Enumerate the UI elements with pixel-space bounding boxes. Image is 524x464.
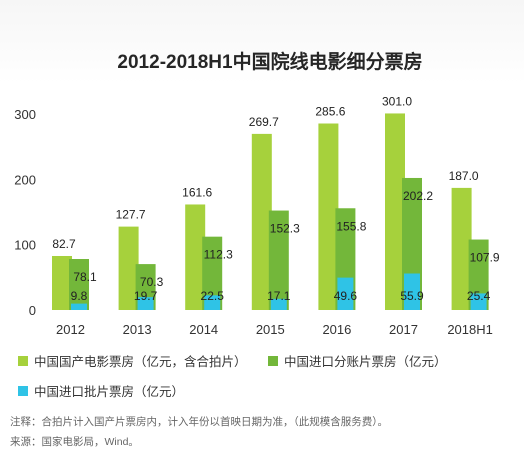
data-label-domestic: 301.0 xyxy=(382,94,412,108)
bar-imported-flat xyxy=(337,277,354,310)
bar-imported-split xyxy=(268,210,289,310)
legend-item-domestic: 中国国产电影票房（亿元，含合拍片） xyxy=(18,351,247,370)
x-tick-label: 2014 xyxy=(189,322,218,337)
y-tick-label: 100 xyxy=(14,238,36,253)
bar-imported-flat xyxy=(404,273,420,310)
legend-label-imported-flat: 中国进口批片票房（亿元） xyxy=(34,385,185,399)
data-label-imported-split: 112.3 xyxy=(204,248,233,262)
bar-domestic xyxy=(251,133,272,310)
bar-imported-flat xyxy=(71,303,87,310)
data-label-imported-split: 78.1 xyxy=(73,270,97,284)
x-tick-label: 2012 xyxy=(56,322,85,337)
bar-imported-flat xyxy=(137,297,154,310)
data-label-imported-split: 152.3 xyxy=(270,222,300,236)
bar-domestic xyxy=(385,113,405,311)
x-axis: 2012 2013 2014 2015 2016 2017 2018H1 xyxy=(56,322,493,337)
bar-imported-flat xyxy=(470,293,487,310)
legend-item-imported-split: 中国进口分账片票房（亿元） xyxy=(268,351,447,370)
data-label-imported-flat: 55.9 xyxy=(400,289,424,303)
data-label-domestic: 187.0 xyxy=(449,169,479,183)
x-tick-label: 2016 xyxy=(322,322,351,337)
data-label-imported-flat: 19.7 xyxy=(134,289,158,303)
chart-source: 来源：国家电影局，Wind。 xyxy=(10,436,139,448)
bar-domestic xyxy=(318,123,339,310)
chart-title: 2012-2018H1中国院线电影细分票房 xyxy=(117,50,422,73)
data-label-imported-split: 202.2 xyxy=(403,189,433,203)
data-label-imported-split: 155.8 xyxy=(336,219,366,233)
bar-imported-flat xyxy=(204,295,221,310)
bar-imported-split xyxy=(202,236,223,310)
x-tick-label: 2013 xyxy=(123,322,152,337)
bar-imported-flat xyxy=(270,298,287,310)
data-label-domestic: 269.7 xyxy=(249,115,279,129)
data-label-imported-flat: 25.4 xyxy=(467,289,491,303)
data-label-imported-flat: 17.1 xyxy=(267,289,291,303)
y-tick-label: 200 xyxy=(14,172,36,187)
bars xyxy=(52,113,489,311)
bar-domestic xyxy=(52,255,72,310)
data-label-domestic: 161.6 xyxy=(182,185,212,199)
data-label-imported-flat: 49.6 xyxy=(334,289,358,303)
bar-domestic xyxy=(118,226,139,310)
legend-swatch-imported-flat xyxy=(18,385,28,396)
y-tick-label: 300 xyxy=(14,107,36,122)
data-label-imported-flat: 9.8 xyxy=(71,289,88,303)
data-labels: 82.7 78.1 9.8 127.7 70.319.7 161.6 112.3 22.5 26… xyxy=(52,94,500,303)
legend-label-imported-split: 中国进口分账片票房（亿元） xyxy=(284,355,447,369)
bar-domestic xyxy=(185,204,206,310)
y-axis: 0 100 200 300 xyxy=(14,107,36,318)
data-label-imported-flat: 22.5 xyxy=(201,289,225,303)
bar-imported-split xyxy=(468,239,489,310)
bar-domestic xyxy=(451,187,472,310)
data-label-domestic: 285.6 xyxy=(315,105,345,119)
legend-swatch-domestic xyxy=(18,355,28,366)
data-label-domestic: 127.7 xyxy=(116,208,146,222)
data-label-imported-split: 70.3 xyxy=(140,275,164,289)
legend-item-imported-flat: 中国进口批片票房（亿元） xyxy=(18,381,184,400)
legend-label-domestic: 中国国产电影票房（亿元，含合拍片） xyxy=(34,355,247,369)
x-tick-label: 2018H1 xyxy=(447,322,493,337)
chart-note: 注释：合拍片计入国产片票房内，计入年份以首映日期为准，（此规模含服务费）。 xyxy=(10,416,388,428)
x-tick-label: 2015 xyxy=(256,322,285,337)
x-tick-label: 2017 xyxy=(389,322,418,337)
y-tick-label: 0 xyxy=(29,303,36,318)
data-label-imported-split: 107.9 xyxy=(470,251,500,265)
data-label-domestic: 82.7 xyxy=(52,237,76,251)
bar-imported-split xyxy=(69,259,89,310)
legend-swatch-imported-split xyxy=(268,355,278,366)
